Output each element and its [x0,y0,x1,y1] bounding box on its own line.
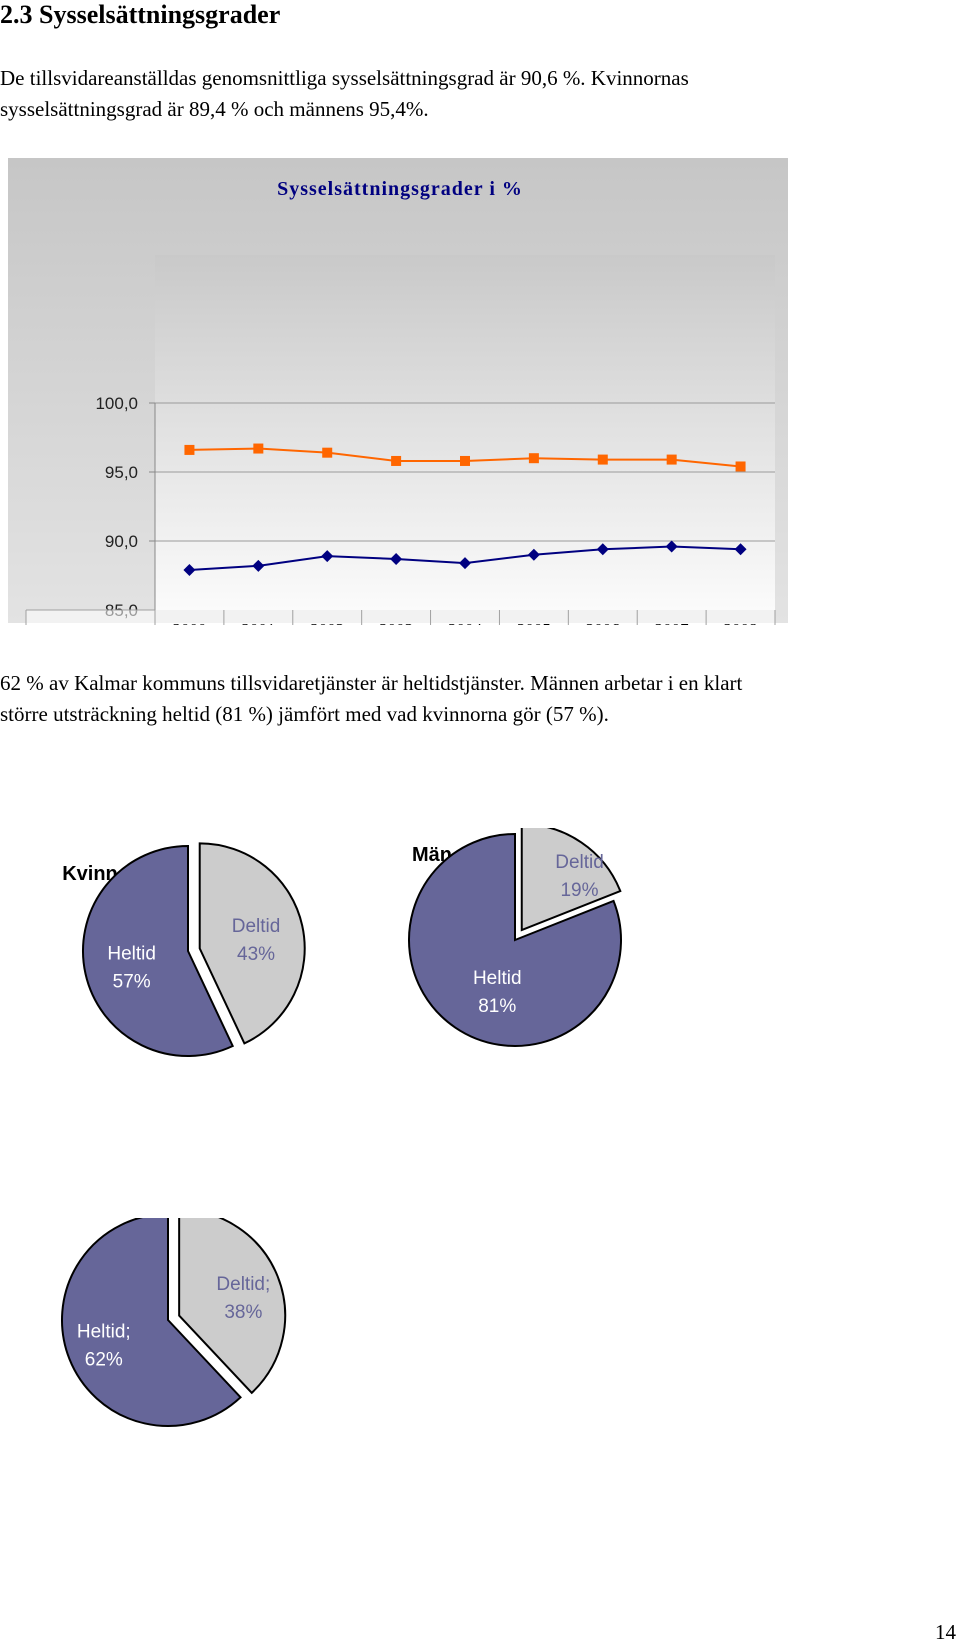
page-number: 14 [935,1620,956,1644]
pie-label-name: Heltid [473,968,522,989]
y-tick-label: 100,0 [95,394,138,413]
x-category-label: 2002 [310,620,344,625]
data-table: 200020012002200320042005200620072008Kvin… [25,609,776,625]
y-tick-label: 95,0 [105,463,138,482]
pie-label-name: Heltid [107,944,156,965]
pie-label-value: 57% [113,972,151,993]
data-point-kvinnor [390,552,403,565]
x-category-label: 2004 [448,620,483,625]
pie-slice-heltid [61,1218,242,1427]
y-tick-label: 90,0 [105,532,138,551]
data-point-kvinnor [596,543,609,556]
data-point-man [666,454,677,465]
employment-rate-chart: Sysselsättningsgrader i %85,090,095,0100… [8,158,788,625]
pie-label-value: 19% [560,880,598,901]
pie-label-value: 81% [478,996,516,1017]
fulltime-paragraph: 62 % av Kalmar kommuns tillsvidaretjänst… [0,668,955,730]
x-category-label: 2006 [586,620,620,625]
x-category-label: 2008 [724,620,758,625]
data-point-kvinnor [321,550,334,563]
x-category-label: 2007 [655,620,690,625]
section-heading: 2.3 Sysselsättningsgrader [0,0,281,29]
data-point-man [735,461,746,472]
pie-label-value: 62% [85,1349,123,1370]
data-point-man [391,455,402,466]
x-category-label: 2001 [241,620,275,625]
fulltime-line-1: 62 % av Kalmar kommuns tillsvidaretjänst… [0,671,743,695]
pie-label-name: Deltid [232,916,281,937]
data-point-kvinnor [665,540,678,553]
pie-slice-deltid [178,1218,287,1395]
intro-line-2: sysselsättningsgrad är 89,4 % och männen… [0,97,429,121]
pie-label-name: Deltid [555,852,604,873]
data-point-kvinnor [734,543,747,556]
intro-paragraph: De tillsvidareanställdas genomsnittliga … [0,63,955,125]
pie-label-value: 38% [224,1302,262,1323]
data-point-man [597,454,608,465]
fulltime-line-2: större utsträckning heltid (81 %) jämför… [0,702,609,726]
pie-slice-deltid [520,828,622,932]
x-category-label: 2003 [379,620,413,625]
data-point-man [460,455,470,466]
pie-title: Män [412,844,452,866]
table-background [26,610,775,625]
pie-label-name: Heltid; [77,1321,131,1342]
data-point-man [253,443,264,454]
pie-slice-deltid [198,842,306,1045]
data-point-kvinnor [527,548,540,561]
plot-area [155,255,775,610]
pie-slice-heltid [82,844,235,1057]
pie-label-value: 43% [237,944,275,965]
pie-slice-heltid [408,832,622,1047]
data-point-kvinnor [183,563,196,576]
chart-title: Sysselsättningsgrader i % [277,178,523,200]
data-point-man [184,444,195,455]
pie-man: Män Heltid 81% Deltid 19% [408,828,622,1047]
data-point-man [322,447,333,458]
pie-totalt: TotaltHeltid;62%Deltid;38% [61,1218,287,1427]
pie-label-name: Deltid; [216,1274,270,1295]
intro-line-1: De tillsvidareanställdas genomsnittliga … [0,66,689,90]
data-point-kvinnor [459,557,471,570]
x-category-label: 2005 [517,620,551,625]
data-point-man [528,453,539,464]
x-category-label: 2000 [172,620,206,625]
data-point-kvinnor [252,559,265,572]
